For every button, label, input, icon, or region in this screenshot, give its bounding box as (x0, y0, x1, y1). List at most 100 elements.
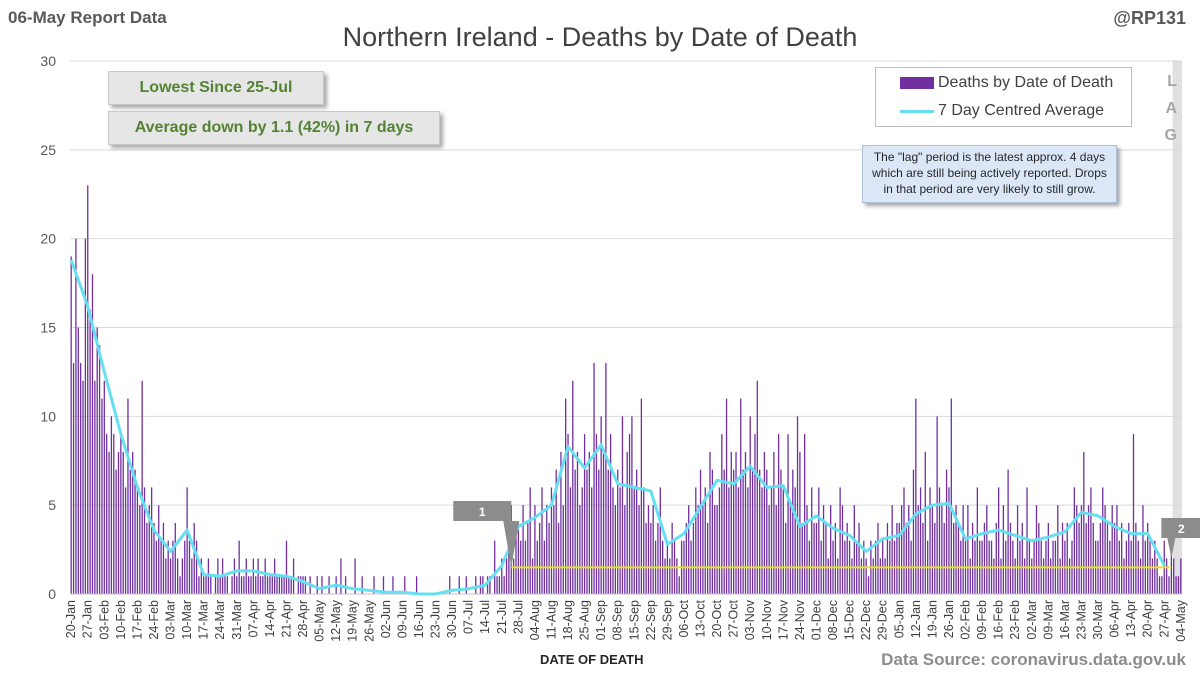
daily-deaths-bar (884, 558, 886, 594)
daily-deaths-bar (1106, 522, 1109, 594)
daily-deaths-bar (796, 416, 799, 594)
daily-deaths-bar (759, 469, 761, 594)
daily-deaths-bar (108, 451, 110, 594)
daily-deaths-bar (127, 398, 129, 594)
daily-deaths-bar (905, 522, 908, 594)
daily-deaths-bar (146, 522, 148, 594)
daily-deaths-bar (825, 522, 827, 594)
daily-deaths-bar (971, 522, 974, 594)
daily-deaths-bar (1142, 505, 1144, 594)
daily-deaths-bar (70, 256, 72, 594)
daily-deaths-bar (1002, 505, 1005, 594)
daily-deaths-bar (1021, 522, 1023, 594)
x-tick-label: 28-Apr (296, 600, 310, 638)
daily-deaths-bar (508, 540, 510, 594)
x-tick-label: 04-May (1174, 599, 1188, 641)
daily-deaths-bar (219, 576, 221, 594)
daily-deaths-bar (1121, 522, 1123, 594)
daily-deaths-bar (1104, 505, 1106, 594)
daily-deaths-bar (195, 540, 198, 594)
daily-deaths-bar (458, 576, 460, 594)
daily-deaths-bar (579, 505, 581, 594)
marker-box (1161, 518, 1200, 538)
daily-deaths-bar (373, 576, 375, 594)
daily-deaths-bar (643, 487, 645, 594)
y-tick-label: 20 (40, 231, 56, 247)
daily-deaths-bar (574, 469, 576, 594)
daily-deaths-bar (188, 540, 191, 594)
daily-deaths-bar (600, 416, 602, 594)
daily-deaths-bar (98, 345, 101, 594)
daily-deaths-bar (860, 558, 863, 594)
x-tick-label: 26-Jan (942, 600, 956, 638)
daily-deaths-bar (704, 487, 706, 594)
daily-deaths-bar (340, 558, 342, 594)
daily-deaths-bar (124, 487, 127, 594)
daily-deaths-bar (699, 469, 702, 594)
daily-deaths-bar (236, 576, 238, 594)
daily-deaths-bar (811, 487, 813, 594)
x-tick-label: 10-Mar (180, 600, 194, 640)
daily-deaths-bar (898, 522, 900, 594)
legend-label-average: 7 Day Centred Average (938, 102, 1105, 119)
daily-deaths-bar (283, 576, 285, 594)
daily-deaths-bar (1038, 522, 1040, 594)
daily-deaths-bar (290, 576, 292, 594)
data-source-label: Data Source: coronavirus.data.gov.uk (881, 650, 1186, 669)
x-tick-label: 30-Mar (1091, 600, 1105, 640)
daily-deaths-bar (777, 434, 780, 594)
x-tick-label: 25-Aug (578, 600, 592, 640)
daily-deaths-bar (567, 434, 569, 594)
daily-deaths-bar (226, 576, 228, 594)
daily-deaths-bar (259, 576, 262, 594)
daily-deaths-bar (203, 576, 205, 594)
daily-deaths-bar (957, 522, 960, 594)
legend-line-swatch (900, 110, 934, 113)
daily-deaths-bar (997, 487, 1000, 594)
daily-deaths-bar (934, 522, 936, 594)
x-tick-label: 01-Dec (809, 600, 823, 640)
daily-deaths-bar (650, 522, 652, 594)
daily-deaths-bar (605, 363, 607, 594)
daily-deaths-bar (179, 576, 181, 594)
y-tick-label: 30 (40, 53, 56, 69)
daily-deaths-bar (751, 469, 754, 594)
x-tick-label: 10-Feb (114, 600, 128, 640)
daily-deaths-bar (515, 522, 517, 594)
daily-deaths-bar (1078, 522, 1080, 594)
daily-deaths-bar (986, 505, 988, 594)
daily-deaths-bar (943, 522, 945, 594)
daily-deaths-bar (993, 558, 995, 594)
daily-deaths-bar (193, 522, 195, 594)
daily-deaths-bar (697, 505, 699, 594)
daily-deaths-bar (822, 505, 825, 594)
daily-deaths-bar (257, 558, 259, 594)
daily-deaths-bar (749, 416, 751, 594)
daily-deaths-bar (184, 540, 186, 594)
daily-deaths-bar (198, 576, 200, 594)
x-tick-label: 24-Feb (147, 600, 161, 640)
x-tick-label: 02-Jun (379, 600, 393, 638)
daily-deaths-bar (659, 487, 661, 594)
daily-deaths-bar (1031, 558, 1033, 594)
daily-deaths-bar (780, 469, 782, 594)
x-axis-title: DATE OF DEATH (540, 652, 644, 667)
daily-deaths-bar (647, 505, 650, 594)
daily-deaths-bar (1066, 522, 1068, 594)
daily-deaths-bar (210, 576, 212, 594)
daily-deaths-bar (1123, 558, 1125, 594)
average-line (69, 259, 1166, 596)
x-tick-label: 09-Mar (1041, 600, 1055, 640)
daily-deaths-bar (877, 522, 879, 594)
x-tick-label: 06-Oct (677, 599, 691, 637)
daily-deaths-bar (572, 380, 574, 594)
daily-deaths-bar (89, 309, 91, 594)
daily-deaths-bar (1076, 505, 1078, 594)
marker-label: 1 (479, 505, 486, 519)
daily-deaths-bar (321, 576, 323, 594)
daily-deaths-bar (740, 398, 742, 594)
x-tick-label: 15-Sep (627, 600, 641, 640)
daily-deaths-bar (292, 558, 295, 594)
daily-deaths-bar (948, 487, 950, 594)
daily-deaths-bar (1168, 576, 1170, 594)
